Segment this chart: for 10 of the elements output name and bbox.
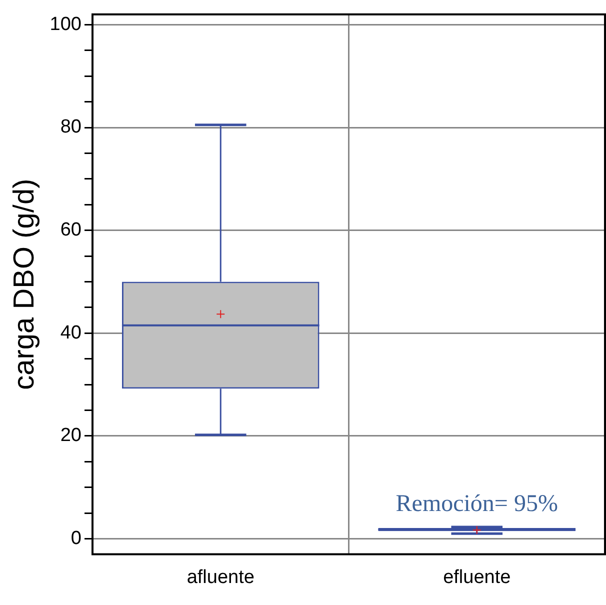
x-tick-label: afluente bbox=[186, 566, 254, 588]
y-tick-label: 60 bbox=[60, 220, 82, 241]
y-tick-label: 80 bbox=[60, 116, 82, 138]
y-tick-label: 100 bbox=[50, 14, 82, 35]
annotation: Remoción= 95% bbox=[396, 490, 558, 517]
y-axis-title: carga DBO (g/d) bbox=[8, 178, 40, 390]
x-tick-label: efluente bbox=[443, 566, 511, 588]
y-tick-label: 20 bbox=[60, 425, 82, 446]
y-tick-label: 0 bbox=[70, 528, 82, 550]
y-tick-label: 40 bbox=[60, 322, 82, 344]
